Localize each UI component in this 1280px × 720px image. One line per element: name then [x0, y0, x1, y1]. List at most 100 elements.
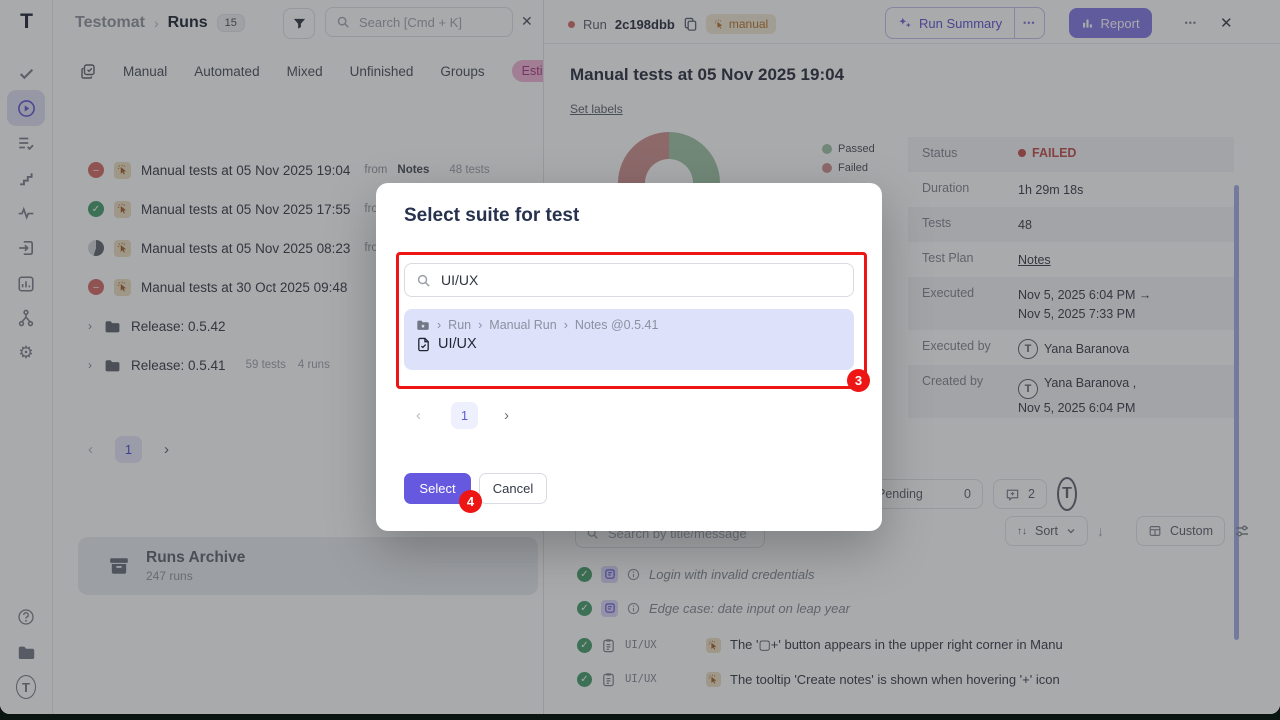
passed-legend-label: Passed	[838, 143, 875, 155]
tab-unfinished[interactable]: Unfinished	[349, 63, 414, 79]
suite-name: UI/UX	[438, 336, 477, 352]
sort-label: Sort	[1035, 524, 1058, 538]
runs-play-icon[interactable]	[16, 98, 36, 118]
funnel-icon	[292, 16, 307, 31]
suite-search-input[interactable]	[439, 271, 842, 289]
page-number[interactable]: 1	[451, 402, 478, 429]
close-run-icon[interactable]: ✕	[1220, 15, 1233, 32]
app-logo[interactable]: T	[20, 10, 33, 33]
sort-button[interactable]: ↑↓ Sort	[1005, 516, 1088, 546]
run-id-group: Run 2c198dbb manual	[568, 14, 777, 34]
run-summary-button[interactable]: Run Summary	[885, 7, 1016, 39]
user-avatar: T	[1018, 339, 1038, 359]
panel-close-icon[interactable]: ✕	[521, 13, 533, 29]
archive-title: Runs Archive	[146, 549, 246, 566]
stat-row-duration: Duration 1h 29m 18s	[908, 172, 1234, 207]
release-title: Release: 0.5.41	[131, 357, 226, 373]
chevron-right-icon: ›	[478, 318, 483, 332]
test-row[interactable]: ✓ UI/UX The '▢+' button appears in the u…	[577, 635, 1063, 655]
pending-chip[interactable]: Pending 0	[865, 479, 983, 509]
page-number[interactable]: 1	[115, 436, 142, 463]
created-at-value: Nov 5, 2025 6:04 PM	[1018, 401, 1136, 416]
runs-count-badge: 15	[216, 14, 245, 32]
manual-type-badge: manual	[705, 14, 777, 34]
run-list-item[interactable]: – Manual tests at 05 Nov 2025 19:04 from…	[88, 159, 490, 181]
test-row[interactable]: ✓ UI/UX The tooltip 'Create notes' is sh…	[577, 669, 1060, 689]
custom-view-button[interactable]: Custom	[1135, 516, 1226, 546]
test-list-icon[interactable]	[16, 133, 36, 153]
assignee-avatar[interactable]: T	[1056, 477, 1077, 511]
next-page-icon[interactable]: ›	[164, 441, 169, 458]
help-icon[interactable]	[16, 607, 36, 627]
stat-row-tests: Tests 48	[908, 207, 1234, 242]
tab-automated[interactable]: Automated	[194, 63, 260, 79]
copy-icon[interactable]	[683, 17, 698, 32]
global-search[interactable]	[325, 7, 513, 37]
tab-groups[interactable]: Groups	[440, 63, 485, 79]
set-labels-link[interactable]: Set labels	[570, 102, 623, 116]
analytics-icon[interactable]	[16, 274, 36, 294]
test-row[interactable]: ✓ Edge case: date input on leap year	[577, 598, 850, 618]
user-avatar[interactable]: T	[16, 675, 36, 699]
cancel-button[interactable]: Cancel	[479, 473, 547, 504]
steps-icon[interactable]	[16, 168, 36, 188]
test-plan-link[interactable]: Notes	[1018, 253, 1051, 267]
run-summary-more-button[interactable]: •••	[1015, 7, 1045, 39]
select-button[interactable]: Select	[404, 473, 471, 504]
release-folder-row[interactable]: › Release: 0.5.41 59 tests 4 runs	[88, 354, 330, 376]
note-icon	[601, 599, 618, 617]
breadcrumb-current: Runs	[167, 14, 208, 31]
duplicate-check-icon[interactable]	[80, 63, 96, 79]
run-from-label: from	[364, 164, 388, 176]
tasks-check-icon[interactable]	[16, 63, 36, 83]
import-icon[interactable]	[16, 238, 36, 258]
suite-search-field[interactable]	[404, 263, 854, 297]
stat-row-test-plan: Test Plan Notes	[922, 251, 1051, 267]
suite-breadcrumb: › Run › Manual Run › Notes @0.5.41	[416, 318, 842, 332]
suite-result-item[interactable]: › Run › Manual Run › Notes @0.5.41 UI/UX	[404, 309, 854, 370]
panel-scrollbar[interactable]	[1234, 185, 1239, 640]
activity-icon[interactable]	[16, 203, 36, 223]
passed-status-icon: ✓	[577, 637, 592, 653]
breadcrumb-brand[interactable]: Testomat	[75, 14, 145, 31]
filter-button[interactable]	[283, 8, 315, 39]
status-value: FAILED	[1032, 146, 1077, 160]
test-row[interactable]: ✓ Login with invalid credentials	[577, 564, 814, 584]
manual-run-icon	[114, 161, 131, 179]
next-page-icon[interactable]: ›	[504, 407, 509, 424]
docs-folder-icon[interactable]	[16, 642, 36, 662]
tab-manual[interactable]: Manual	[123, 63, 168, 79]
more-actions-button[interactable]: •••	[1184, 18, 1198, 28]
runs-pagination: ‹ 1 ›	[88, 436, 169, 463]
clipboard-icon	[601, 672, 616, 687]
branches-icon[interactable]	[16, 308, 36, 328]
passed-status-icon: ✓	[577, 600, 592, 616]
sort-direction-icon[interactable]: ↓	[1096, 523, 1104, 539]
run-tests-count: 48 tests	[449, 164, 490, 176]
sliders-icon[interactable]	[1234, 523, 1250, 539]
chevron-down-icon	[1066, 526, 1076, 536]
expand-chevron-icon[interactable]: ›	[88, 358, 92, 372]
test-title: The '▢+' button appears in the upper rig…	[730, 637, 1063, 652]
global-search-input[interactable]	[357, 13, 502, 31]
test-title: The tooltip 'Create notes' is shown when…	[730, 671, 1060, 687]
expand-chevron-icon[interactable]: ›	[88, 319, 92, 333]
run-plan-link[interactable]: Notes	[397, 164, 430, 176]
tab-mixed[interactable]: Mixed	[286, 63, 323, 79]
settings-gear-icon[interactable]: ⚙	[18, 343, 34, 362]
info-icon	[627, 568, 640, 581]
prev-page-icon[interactable]: ‹	[88, 441, 93, 458]
run-list-item[interactable]: Manual tests at 05 Nov 2025 08:23 from	[88, 237, 387, 259]
search-icon	[336, 15, 350, 29]
runs-archive-card[interactable]: Runs Archive 247 runs	[78, 537, 538, 595]
report-button[interactable]: Report	[1068, 8, 1152, 38]
manual-run-icon	[706, 671, 721, 687]
comments-chip[interactable]: 2	[993, 479, 1047, 509]
run-list-item[interactable]: ✓ Manual tests at 05 Nov 2025 17:55 from…	[88, 198, 429, 220]
prev-page-icon[interactable]: ‹	[416, 407, 421, 424]
chart-legend: Passed Failed	[822, 143, 875, 174]
breadcrumb: Testomat › Runs 15	[75, 10, 245, 36]
run-list-item[interactable]: – Manual tests at 30 Oct 2025 09:48	[88, 276, 347, 298]
release-folder-row[interactable]: › Release: 0.5.42	[88, 315, 226, 337]
